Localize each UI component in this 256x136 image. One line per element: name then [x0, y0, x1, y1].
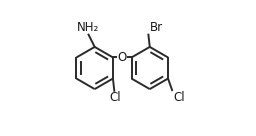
Text: O: O — [118, 51, 127, 64]
Text: NH₂: NH₂ — [77, 21, 99, 34]
Text: Cl: Cl — [109, 92, 121, 104]
Text: Br: Br — [150, 21, 163, 34]
Text: Cl: Cl — [174, 91, 185, 104]
